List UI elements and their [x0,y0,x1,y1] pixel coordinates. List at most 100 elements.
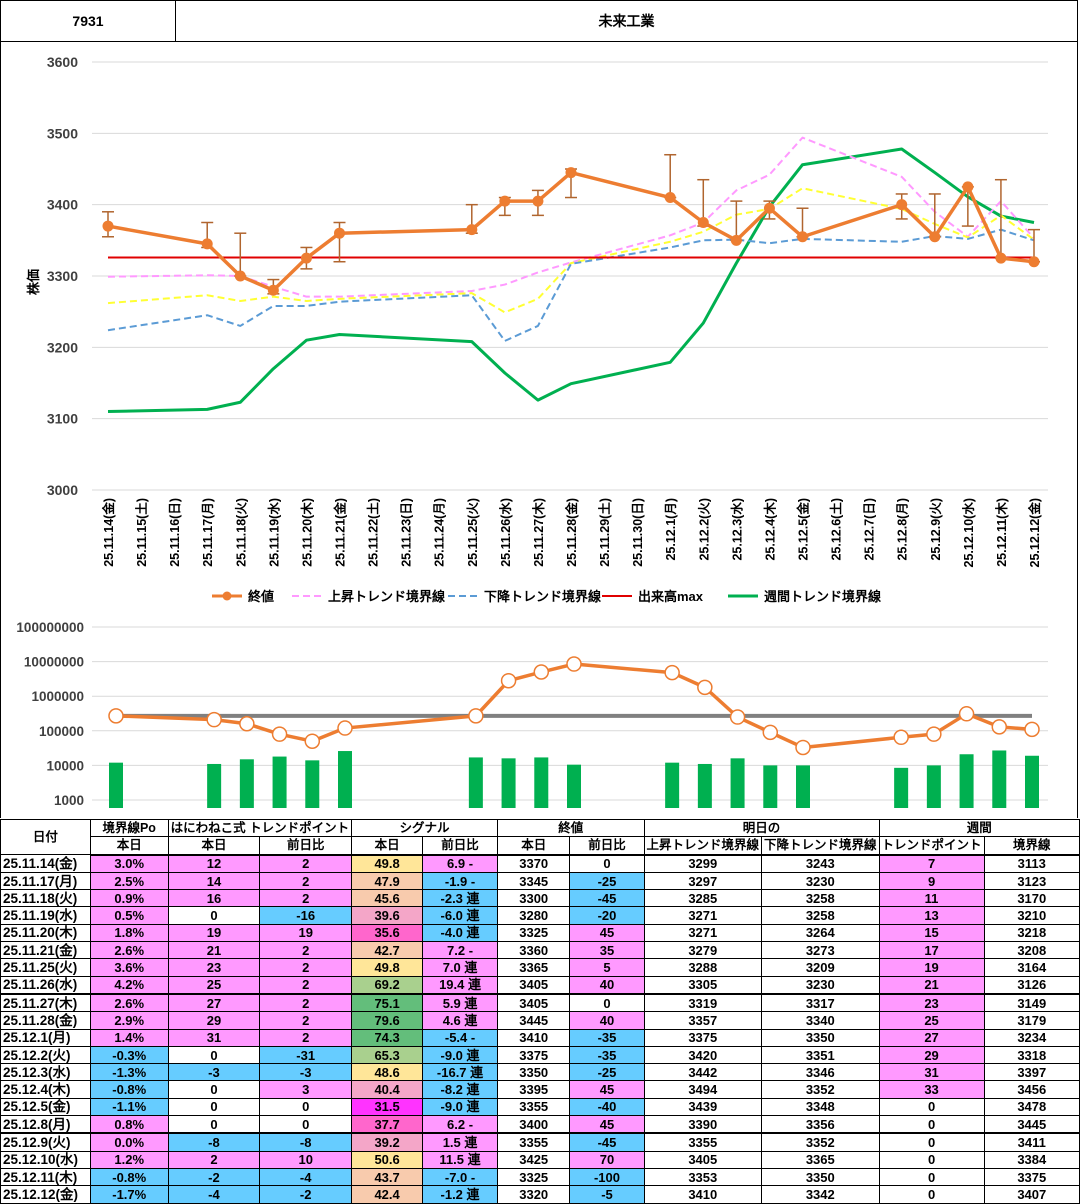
volume-bar [567,764,581,808]
next-uptrend: 3271 [643,923,763,943]
series-weekly-trend-line [107,147,1035,414]
weekly-trend-point: 9 [878,871,985,891]
next-uptrend: 3319 [643,993,763,1013]
signal-diff: -4.0 連 [422,923,498,943]
close-value: 3355 [496,1097,571,1117]
next-downtrend: 3346 [761,1063,880,1082]
row-date: 25.12.8(月) [0,1115,91,1135]
volume-bar [501,758,516,808]
trend-point: 21 [167,941,261,960]
x-tick-label: 25.12.5(金) [796,498,811,561]
volume-point [566,656,582,672]
volume-point [304,733,321,749]
close-value: 3405 [496,993,571,1013]
close-diff: -25 [569,871,645,891]
x-tick-label: 25.11.18(火) [234,498,248,567]
border-po: 0.0% [89,1132,169,1152]
weekly-trend-point: 0 [878,1150,985,1169]
signal-diff: 6.9 - [422,854,498,873]
next-downtrend: 3350 [761,1167,880,1187]
next-downtrend: 3351 [761,1045,880,1065]
next-uptrend: 3288 [643,958,763,977]
signal-value: 35.6 [351,923,424,943]
volume-tick-label: 1000 [54,793,84,808]
border-po: 1.4% [89,1028,169,1047]
next-uptrend: 3410 [643,1185,763,1204]
signal-table: 日付 境界線Po はにわねこ式 トレンドポイント シグナル 終値 明日の 週間 本日 本日 前日比… [0,818,1080,1204]
weekly-border: 3411 [983,1132,1080,1152]
border-po: 3.0% [89,854,169,873]
x-tick-label: 25.11.25(火) [466,498,480,567]
close-point [797,231,808,243]
weekly-trend-point: 17 [878,941,985,960]
border-po: 2.9% [89,1011,169,1030]
weekly-border: 3123 [983,871,1080,891]
close-value: 3325 [496,923,571,943]
border-po: 1.8% [89,923,169,943]
volume-bar [730,758,745,808]
volume-bar [272,756,287,808]
weekly-trend-point: 27 [878,1028,985,1047]
x-tick-label: 25.11.29(土) [597,498,612,567]
signal-value: 49.8 [351,854,424,873]
next-uptrend: 3271 [643,906,763,925]
weekly-border: 3318 [983,1045,1080,1065]
trend-point-diff: -4 [259,1167,353,1187]
x-tick-label: 25.11.28(金) [564,498,579,567]
signal-diff: 7.0 連 [422,958,498,977]
volume-point [271,726,288,742]
trend-point: 0 [167,1097,261,1117]
row-date: 25.12.3(水) [0,1063,91,1082]
signal-diff: -9.0 連 [422,1045,498,1065]
trend-point: 16 [167,889,261,908]
trend-point-diff: 2 [259,1028,353,1047]
weekly-border: 3208 [983,941,1080,960]
trend-point: 23 [167,958,261,977]
volume-point [795,739,811,756]
signal-value: 69.2 [351,975,424,995]
trend-point-diff: 2 [259,871,353,891]
legend-label: 下降トレンド境界線 [484,589,602,604]
table-subheader: トレンドポイント [878,836,985,856]
row-date: 25.12.12(金) [0,1185,91,1204]
signal-value: 42.4 [351,1185,424,1204]
row-date: 25.12.11(木) [0,1167,91,1187]
row-date: 25.12.1(月) [0,1028,91,1047]
signal-value: 37.7 [351,1115,424,1135]
signal-value: 48.6 [351,1063,424,1082]
volume-point [697,679,713,696]
row-date: 25.12.9(火) [0,1132,91,1152]
row-date: 25.11.19(水) [0,906,91,925]
trend-point-diff: 2 [259,941,353,960]
table-subheader: 本日 [351,836,424,856]
signal-value: 74.3 [351,1028,424,1047]
close-value: 3425 [496,1150,571,1169]
weekly-trend-point: 31 [878,1063,985,1082]
close-point [962,181,974,193]
trend-point: 19 [167,923,261,943]
row-date: 25.11.20(木) [0,923,91,943]
signal-diff: 4.6 連 [422,1011,498,1030]
trend-point: 0 [167,1080,261,1099]
y-tick-label: 3400 [47,197,78,213]
legend-marker [222,591,232,601]
volume-bar [338,751,352,808]
y-tick-label: 3600 [47,54,78,70]
close-value: 3445 [496,1011,571,1030]
weekly-border: 3397 [983,1063,1080,1082]
trend-point-diff: -8 [259,1132,353,1152]
border-po: -1.3% [89,1063,169,1082]
x-tick-label: 25.12.9(火) [929,498,943,561]
volume-bar [109,762,123,808]
close-diff: -45 [569,1132,645,1152]
weekly-border: 3456 [983,1080,1080,1099]
volume-tick-label: 1000000 [31,689,84,704]
close-point [697,217,709,228]
close-diff: -40 [569,1097,645,1117]
x-tick-label: 25.11.23(日) [400,498,414,567]
close-diff: -100 [569,1167,645,1187]
table-header: 境界線Po [89,818,169,838]
x-tick-label: 25.12.8(月) [896,498,910,561]
trend-point-diff: 2 [259,1011,353,1030]
next-uptrend: 3279 [643,941,763,960]
